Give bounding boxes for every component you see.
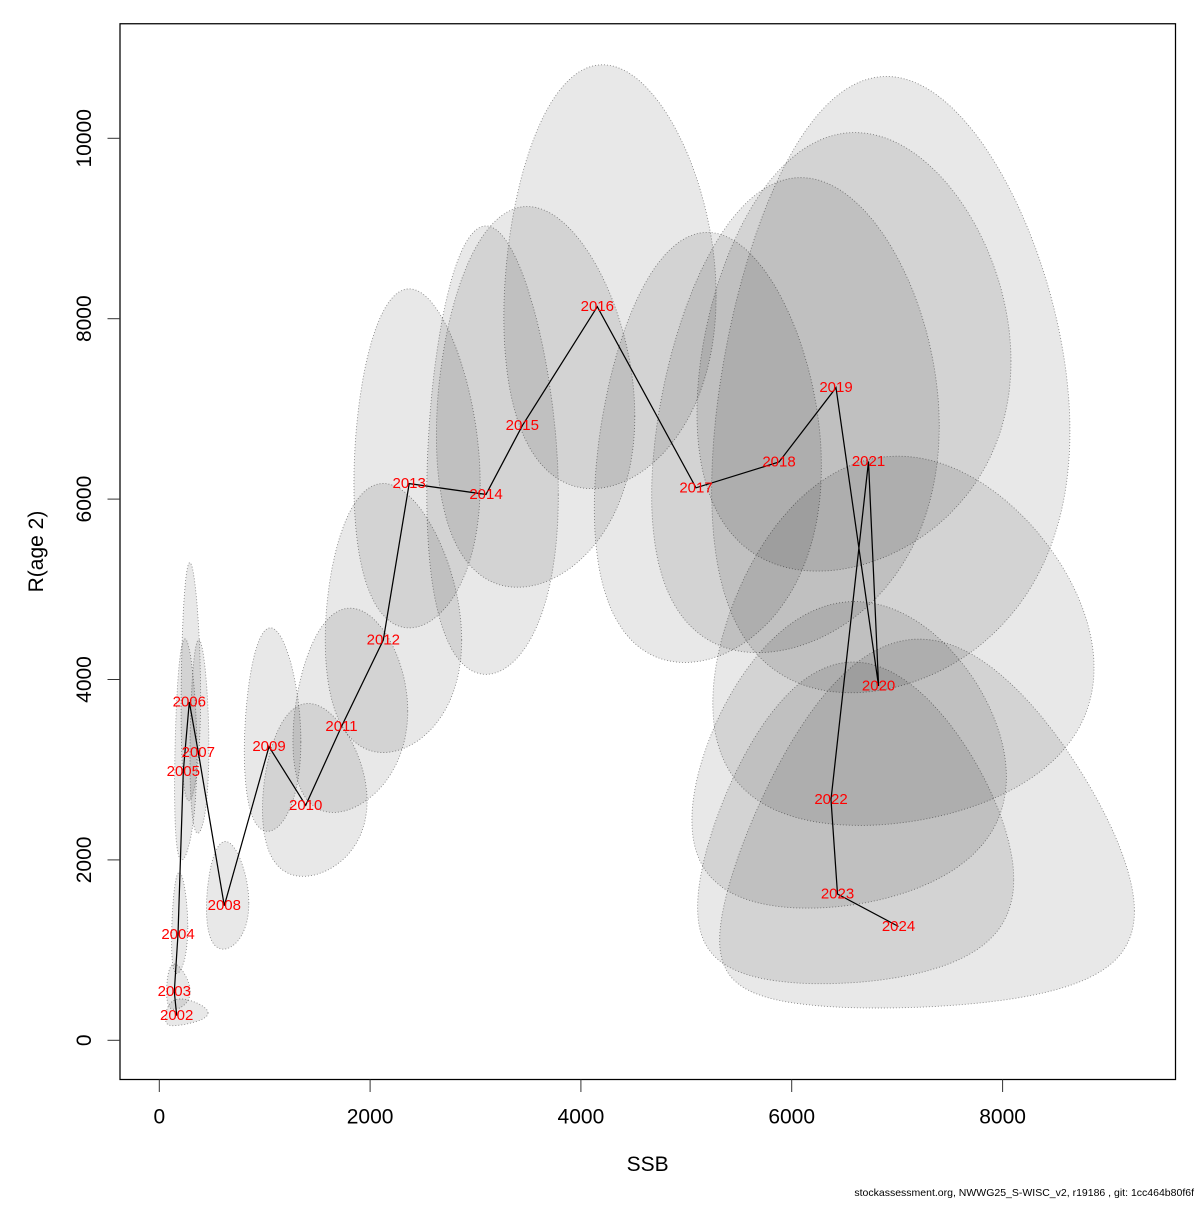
svg-text:2011: 2011 <box>325 718 357 735</box>
svg-text:2012: 2012 <box>367 632 400 649</box>
svg-text:2000: 2000 <box>347 1106 394 1129</box>
svg-text:6000: 6000 <box>73 476 96 523</box>
svg-text:2010: 2010 <box>289 797 322 814</box>
svg-text:2005: 2005 <box>167 763 200 780</box>
svg-text:2006: 2006 <box>173 694 206 711</box>
svg-text:SSB: SSB <box>627 1153 669 1176</box>
svg-text:2009: 2009 <box>252 738 285 755</box>
svg-text:0: 0 <box>153 1106 165 1129</box>
svg-text:2008: 2008 <box>208 897 241 914</box>
svg-text:2003: 2003 <box>158 983 191 1000</box>
svg-text:2016: 2016 <box>581 298 614 315</box>
svg-text:2002: 2002 <box>160 1007 193 1024</box>
svg-text:2024: 2024 <box>882 918 915 935</box>
svg-text:6000: 6000 <box>768 1106 815 1129</box>
svg-text:2018: 2018 <box>762 454 795 471</box>
svg-text:4000: 4000 <box>558 1106 605 1129</box>
svg-text:2004: 2004 <box>161 926 194 943</box>
svg-text:2014: 2014 <box>469 486 502 503</box>
svg-text:10000: 10000 <box>73 109 96 167</box>
svg-text:2019: 2019 <box>819 379 852 396</box>
svg-text:2007: 2007 <box>182 744 215 761</box>
svg-text:8000: 8000 <box>979 1106 1026 1129</box>
svg-text:stockassessment.org, NWWG25_S-: stockassessment.org, NWWG25_S-WISC_v2, r… <box>854 1187 1194 1199</box>
svg-text:2013: 2013 <box>393 475 426 492</box>
svg-text:8000: 8000 <box>73 295 96 342</box>
svg-text:2017: 2017 <box>679 479 712 496</box>
svg-text:0: 0 <box>73 1034 96 1046</box>
svg-text:2022: 2022 <box>814 791 847 808</box>
svg-text:2023: 2023 <box>821 886 854 903</box>
svg-text:2020: 2020 <box>862 678 895 695</box>
svg-text:2021: 2021 <box>852 453 885 470</box>
svg-text:2000: 2000 <box>73 837 96 884</box>
svg-text:R(age 2): R(age 2) <box>25 511 48 593</box>
svg-text:4000: 4000 <box>73 656 96 703</box>
svg-text:2015: 2015 <box>506 417 539 434</box>
